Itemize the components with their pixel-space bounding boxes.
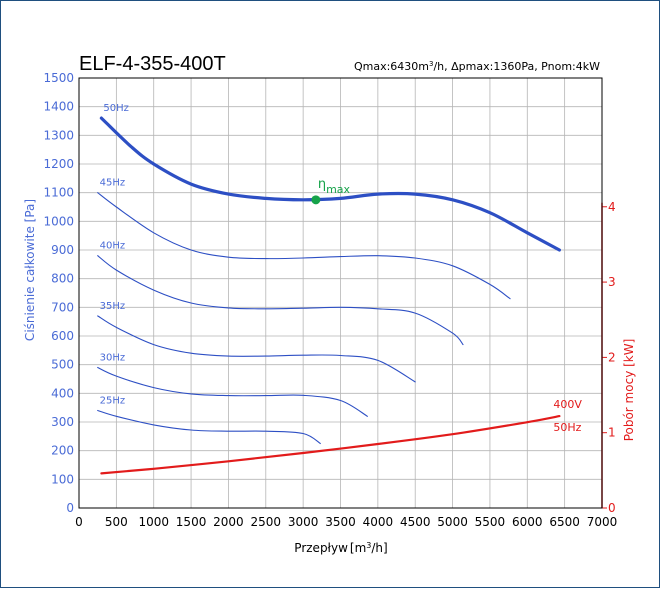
series-line-50hz — [99, 116, 561, 252]
eta-max-marker: ηmax — [311, 177, 351, 205]
series-label-35hz: 35Hz — [100, 301, 126, 312]
power-series-line — [100, 415, 561, 475]
y-tick-label: 700 — [51, 300, 74, 314]
chart-title: ELF-4-355-400T — [79, 53, 226, 75]
y-tick-label: 600 — [51, 329, 74, 343]
x-tick-label: 0 — [75, 515, 83, 529]
y-axis-ticks: 0 100 200 300 400 500 600 700 800 900 1000 1100 1200… — [43, 71, 74, 515]
y-tick-label: 1000 — [43, 214, 74, 228]
y2-tick-label: 4 — [608, 200, 616, 214]
y2-axis-ticks: 0 1 2 3 4 — [601, 200, 616, 515]
grid — [78, 77, 603, 509]
x-tick-label: 6500 — [549, 515, 580, 529]
y-tick-label: 1400 — [43, 100, 74, 114]
x-tick-label: 6000 — [512, 515, 543, 529]
x-axis-ticks: 0 500 1000 1500 2000 2500 3000 3500 4000 4500 5000… — [75, 515, 617, 529]
y-tick-label: 900 — [51, 243, 74, 257]
y-tick-label: 500 — [51, 358, 74, 372]
series-line-25hz — [97, 409, 321, 445]
x-tick-label: 3500 — [325, 515, 356, 529]
x-tick-label: 1500 — [176, 515, 207, 529]
series-label-30hz: 30Hz — [100, 353, 126, 364]
series-label-50hz: 50Hz — [103, 103, 128, 114]
y2-tick-label: 1 — [608, 426, 616, 440]
y-tick-label: 300 — [51, 415, 74, 429]
power-line: 400V 50Hz — [100, 398, 582, 475]
y-tick-label: 1100 — [43, 186, 74, 200]
eta-max-point — [311, 195, 321, 205]
x-tick-label: 500 — [105, 515, 128, 529]
series-line-40hz — [97, 255, 464, 346]
y-tick-label: 0 — [66, 501, 74, 515]
y-tick-label: 400 — [51, 386, 74, 400]
x-tick-label: 5000 — [437, 515, 468, 529]
series-line-30hz — [97, 366, 368, 417]
series-lines: 50Hz 45Hz 40Hz 35Hz 30Hz 25Hz — [97, 103, 561, 445]
x-tick-label: 4000 — [363, 515, 394, 529]
series-label-25hz: 25Hz — [100, 396, 126, 407]
y2-tick-label: 3 — [608, 275, 616, 289]
y-tick-label: 1300 — [43, 128, 74, 142]
spec-text: Qmax:6430m3/h, Δpmax:1360Pa, Pnom:4kW — [354, 60, 600, 73]
y-tick-label: 1500 — [43, 71, 74, 85]
y2-tick-label: 2 — [608, 350, 616, 364]
x-tick-label: 5500 — [475, 515, 506, 529]
power-series-label-frequency: 50Hz — [553, 421, 581, 434]
series-line-35hz — [97, 315, 416, 383]
y-tick-label: 200 — [51, 444, 74, 458]
x-tick-label: 2000 — [213, 515, 244, 529]
plot-area-border — [78, 77, 603, 509]
y-tick-label: 100 — [51, 472, 74, 486]
x-tick-label: 3000 — [288, 515, 319, 529]
x-tick-label: 4500 — [400, 515, 431, 529]
y2-tick-label: 0 — [608, 501, 616, 515]
x-axis-label: Przepływ [m3/h] — [294, 541, 387, 555]
eta-max-label: ηmax — [318, 177, 351, 196]
y-tick-label: 1200 — [43, 157, 74, 171]
series-label-45hz: 45Hz — [100, 178, 126, 189]
series-label-40hz: 40Hz — [100, 241, 126, 252]
y2-axis-label: Pobór mocy [kW] — [622, 339, 636, 442]
x-tick-label: 1000 — [138, 515, 169, 529]
power-series-label-voltage: 400V — [553, 398, 582, 411]
y-axis-label: Ciśnienie całkowite [Pa] — [23, 199, 37, 341]
x-tick-label: 2500 — [251, 515, 282, 529]
y-tick-label: 800 — [51, 272, 74, 286]
x-tick-label: 7000 — [587, 515, 618, 529]
series-line-45hz — [97, 192, 511, 300]
